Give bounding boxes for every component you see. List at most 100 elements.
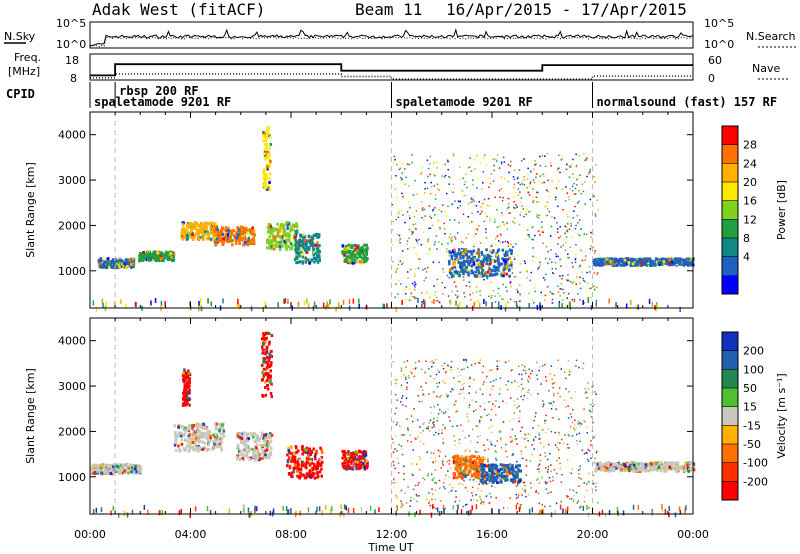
noise-point: [395, 283, 397, 285]
noise-point: [459, 205, 461, 207]
noise-point: [547, 190, 549, 193]
noise-point: [556, 446, 558, 449]
noise-point: [482, 182, 484, 184]
noise-point: [563, 399, 566, 401]
cluster-3-point: [302, 450, 306, 454]
cluster-5-point: [301, 261, 304, 265]
noise-point: [496, 367, 499, 370]
cluster-7-point: [265, 136, 268, 140]
noise-point: [392, 162, 395, 164]
noise-point: [476, 300, 478, 303]
noise-point: [506, 228, 508, 231]
cluster-8-point: [460, 265, 464, 269]
cluster-9-point: [623, 258, 627, 262]
noise-point: [582, 279, 585, 282]
cluster-5-point: [295, 255, 299, 259]
noise-point: [561, 474, 563, 476]
noise-point: [499, 233, 502, 236]
noise-point: [406, 240, 409, 242]
cluster-6-point: [353, 255, 357, 259]
noise-point: [510, 369, 512, 372]
noise-point: [426, 159, 429, 161]
near-range-point: [250, 306, 253, 312]
cluster-2-point: [183, 231, 186, 235]
noise-point: [539, 454, 542, 456]
noise-point: [500, 447, 503, 449]
cluster-8-point: [469, 259, 472, 263]
noise-point: [494, 445, 496, 447]
noise-point: [527, 440, 529, 442]
noise-point: [398, 240, 401, 242]
noise-point: [584, 392, 586, 394]
noise-point: [424, 478, 426, 481]
noise-point: [449, 420, 451, 422]
noise-point: [569, 246, 571, 248]
noise-point: [422, 443, 425, 445]
near-range-point: [554, 509, 556, 515]
near-range-point: [345, 505, 347, 511]
cluster-8-point: [510, 249, 513, 253]
noise-point: [394, 158, 396, 161]
cluster-5-point: [316, 250, 319, 254]
noise-point: [478, 253, 480, 255]
near-range-point: [198, 300, 200, 306]
near-range-point: [282, 505, 284, 511]
cluster-8-point: [462, 256, 465, 260]
cluster-9-point: [629, 263, 632, 267]
noise-point: [418, 455, 421, 458]
noise-point: [392, 441, 395, 444]
cluster-5-point: [302, 233, 305, 237]
noise-point: [394, 467, 396, 470]
noise-point: [546, 153, 549, 155]
cluster-8-point: [453, 250, 456, 254]
near-range-point: [569, 304, 572, 310]
noise-point: [453, 377, 455, 379]
noise-point: [484, 212, 487, 214]
cluster-1-point: [194, 446, 198, 449]
noise-point: [466, 416, 469, 418]
noise-point: [573, 499, 575, 501]
noise-point: [431, 488, 433, 490]
cluster-7-point: [265, 156, 268, 160]
near-range-point: [582, 299, 584, 305]
cluster-4-point: [270, 244, 273, 248]
cluster-1-point: [222, 432, 225, 436]
noise-point: [518, 417, 521, 419]
noise-point: [464, 504, 467, 506]
cluster-0-point: [115, 468, 118, 472]
cluster-9-point: [635, 257, 639, 261]
noise-point: [501, 298, 503, 301]
noise-point: [413, 498, 415, 500]
noise-point: [401, 250, 404, 252]
noise-point: [593, 196, 595, 198]
cluster-4-point: [273, 237, 276, 241]
noise-point: [469, 478, 471, 481]
noise-point: [508, 206, 510, 208]
cluster-9-point: [654, 263, 657, 267]
noise-point: [541, 405, 543, 407]
cluster-4-point: [272, 229, 276, 233]
cluster-8-point: [466, 250, 469, 253]
noise-point: [596, 272, 599, 274]
noise-point: [393, 478, 395, 481]
noise-point: [470, 499, 472, 501]
cluster-2-point: [210, 229, 213, 233]
noise-point: [578, 485, 580, 487]
cluster-8-point: [480, 264, 484, 268]
cluster-7-point: [268, 164, 271, 168]
noise-point: [537, 478, 539, 480]
noise-point: [507, 163, 510, 166]
noise-point: [537, 230, 540, 232]
cluster-4-point: [345, 467, 348, 471]
noise-point: [511, 272, 514, 274]
cluster-3-point: [217, 234, 220, 238]
cluster-3-point: [231, 243, 234, 247]
cluster-9-point: [626, 258, 630, 262]
near-range-point: [498, 508, 500, 514]
noise-point: [585, 233, 588, 236]
noise-point: [505, 384, 507, 386]
noise-point: [454, 500, 457, 503]
noise-point: [534, 290, 537, 293]
noise-point: [516, 288, 518, 291]
noise-point: [443, 228, 446, 230]
